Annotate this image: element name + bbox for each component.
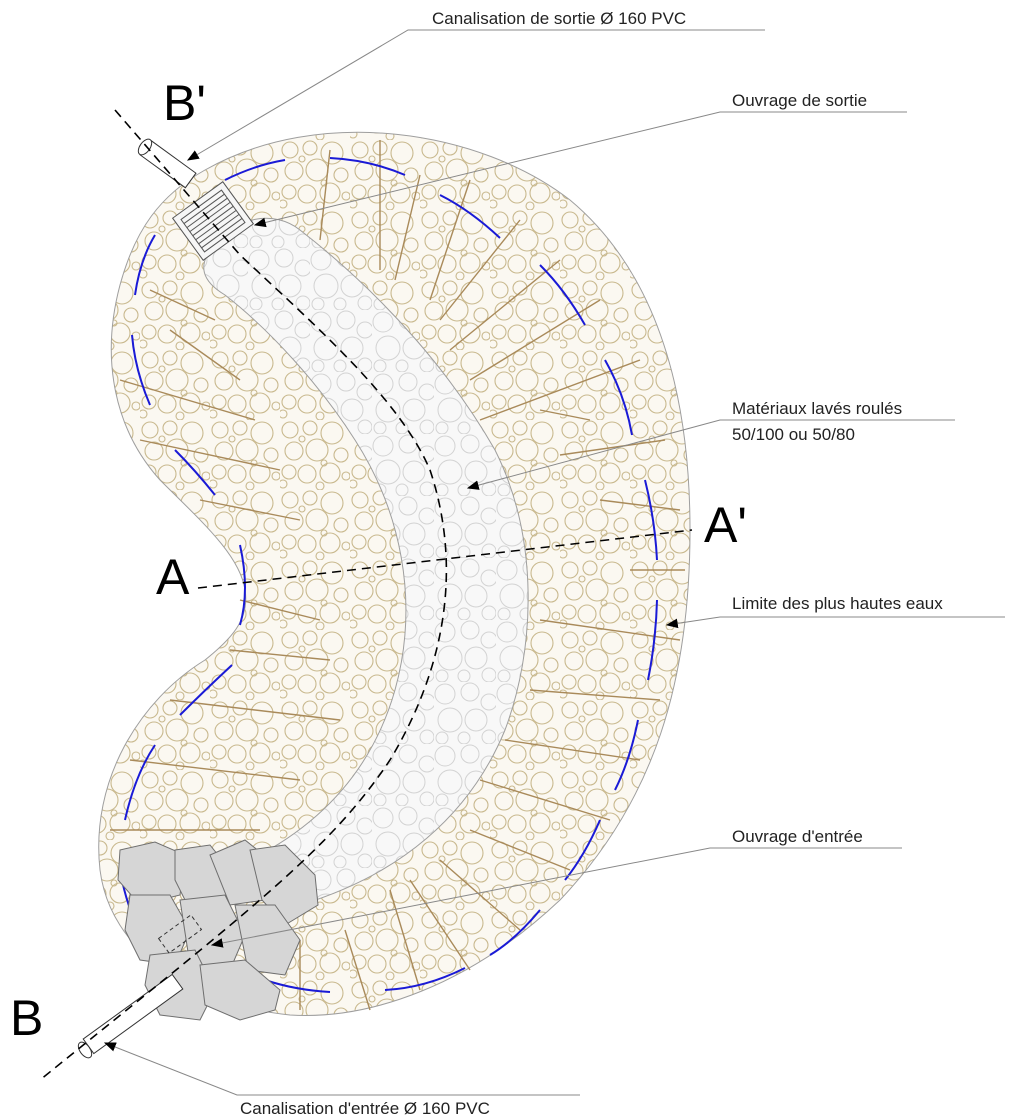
outlet-structure-label: Ouvrage de sortie [732, 91, 868, 110]
inlet-pipe-label: Canalisation d'entrée Ø 160 PVC [240, 1099, 490, 1118]
inlet-structure-label: Ouvrage d'entrée [732, 827, 863, 846]
materials-label-line1: Matériaux lavés roulés [732, 399, 903, 418]
section-line-a [197, 529, 693, 589]
root-lines [110, 140, 685, 1011]
section-marker-b: B [10, 990, 44, 1046]
section-line-b [39, 109, 448, 1081]
section-marker-a-prime: A' [704, 497, 747, 553]
outlet-pipe [137, 138, 197, 189]
section-marker-a: A [156, 549, 190, 605]
high-water-limit-line [119, 157, 658, 993]
leader-lines [103, 29, 1005, 1096]
section-marker-b-prime: B' [163, 75, 206, 131]
outlet-pipe-label: Canalisation de sortie Ø 160 PVC [432, 9, 687, 28]
materials-label-line2: 50/100 ou 50/80 [732, 425, 855, 444]
washed-rounded-materials-zone [203, 217, 529, 906]
high-water-label: Limite des plus hautes eaux [732, 594, 943, 613]
inlet-stones [117, 839, 319, 1021]
